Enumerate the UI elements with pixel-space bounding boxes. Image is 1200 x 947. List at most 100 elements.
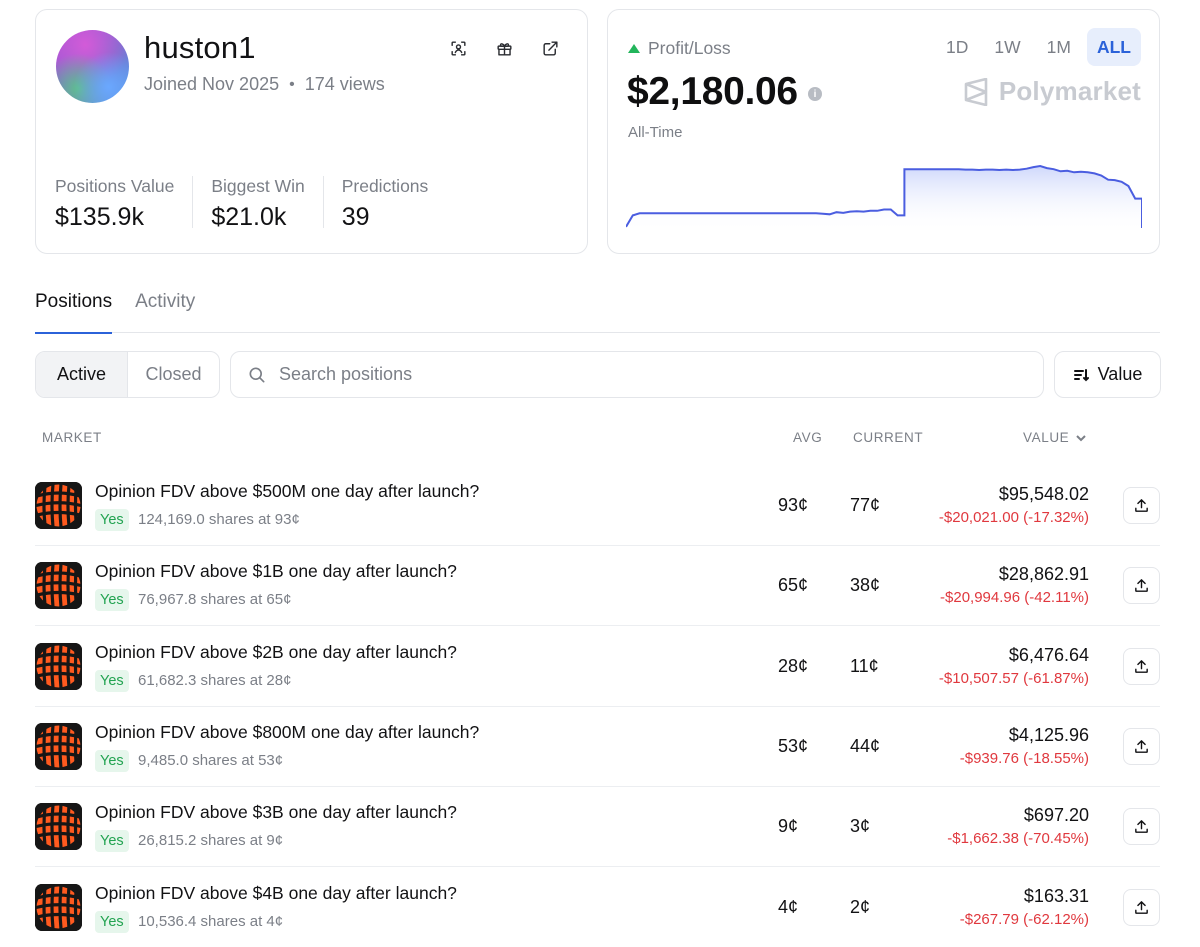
share-button[interactable] bbox=[1123, 808, 1160, 846]
position-change: -$20,021.00 (-17.32%) bbox=[938, 509, 1089, 526]
range-1d[interactable]: 1D bbox=[946, 36, 969, 57]
position-value: $697.20 bbox=[1023, 805, 1089, 826]
stat-value: $21.0k bbox=[211, 203, 287, 231]
position-value: $163.31 bbox=[1023, 885, 1089, 906]
table-row[interactable]: Opinion FDV above $4B one day after laun… bbox=[35, 868, 1160, 947]
opinion-logo-icon bbox=[35, 722, 82, 770]
pnl-value: $2,180.06 i bbox=[627, 70, 822, 114]
table-row[interactable]: Opinion FDV above $500M one day after la… bbox=[35, 466, 1160, 546]
current-price: 77¢ bbox=[850, 495, 881, 515]
shares-info: 76,967.8 shares at 65¢ bbox=[138, 591, 292, 609]
outcome-badge: Yes bbox=[95, 589, 129, 612]
shares-info: 124,169.0 shares at 93¢ bbox=[138, 511, 300, 528]
tab-positions[interactable]: Positions bbox=[35, 285, 113, 334]
chevron-down-icon bbox=[1076, 434, 1086, 441]
current-price: 3¢ bbox=[850, 816, 871, 837]
share-icon bbox=[1135, 820, 1148, 834]
search-box[interactable] bbox=[230, 351, 1044, 398]
view-count: 174 views bbox=[304, 74, 385, 94]
info-icon[interactable]: i bbox=[807, 87, 822, 101]
position-change: -$10,507.57 (-61.87%) bbox=[938, 669, 1089, 687]
share-icon bbox=[1135, 740, 1148, 753]
position-value: $95,548.02 bbox=[998, 484, 1089, 504]
stat-positions-value: Positions Value $135.9k bbox=[55, 176, 194, 231]
stat-value: 39 bbox=[341, 203, 370, 231]
share-button[interactable] bbox=[1123, 567, 1160, 605]
position-value: $28,862.91 bbox=[998, 564, 1089, 585]
shares-info: 10,536.4 shares at 4¢ bbox=[138, 912, 284, 930]
shares-info: 26,815.2 shares at 9¢ bbox=[138, 832, 284, 850]
avg-price: 53¢ bbox=[778, 735, 809, 756]
market-title[interactable]: Opinion FDV above $3B one day after laun… bbox=[95, 802, 457, 823]
column-header-current: CURRENT bbox=[853, 430, 924, 445]
outcome-badge: Yes bbox=[95, 749, 129, 772]
current-price: 11¢ bbox=[850, 655, 879, 676]
opinion-logo-icon bbox=[35, 883, 82, 931]
avg-price: 4¢ bbox=[778, 896, 799, 917]
pnl-label-text: Profit/Loss bbox=[648, 38, 731, 58]
stat-biggest-win: Biggest Win $21.0k bbox=[211, 176, 324, 231]
gift-icon[interactable] bbox=[492, 36, 516, 60]
market-title[interactable]: Opinion FDV above $800M one day after la… bbox=[95, 721, 480, 742]
share-button[interactable] bbox=[1123, 727, 1160, 765]
opinion-logo-icon bbox=[35, 482, 82, 529]
share-button[interactable] bbox=[1123, 487, 1160, 524]
profile-card: huston1 Joined Nov 2025 • 174 views Posi… bbox=[35, 9, 588, 254]
stat-predictions: Predictions 39 bbox=[342, 176, 447, 231]
outcome-badge: Yes bbox=[95, 910, 129, 933]
sort-label: Value bbox=[1097, 364, 1143, 384]
current-price: 44¢ bbox=[850, 735, 881, 756]
avg-price: 9¢ bbox=[778, 816, 799, 837]
market-title[interactable]: Opinion FDV above $500M one day after la… bbox=[95, 481, 480, 501]
avg-price: 93¢ bbox=[778, 495, 809, 515]
shares-info: 9,485.0 shares at 53¢ bbox=[138, 751, 284, 769]
table-row[interactable]: Opinion FDV above $800M one day after la… bbox=[35, 707, 1160, 787]
sort-button[interactable]: Value bbox=[1054, 351, 1161, 398]
segment-closed[interactable]: Closed bbox=[145, 364, 202, 384]
share-icon bbox=[1135, 499, 1148, 512]
opinion-logo-icon bbox=[35, 562, 82, 610]
pnl-card: Profit/Loss $2,180.06 i All-Time 1D 1W 1… bbox=[607, 9, 1160, 254]
share-button[interactable] bbox=[1123, 888, 1160, 926]
position-change: -$20,994.96 (-42.11%) bbox=[940, 589, 1089, 607]
shares-info: 61,682.3 shares at 28¢ bbox=[138, 671, 292, 689]
position-change: -$267.79 (-62.12%) bbox=[959, 910, 1089, 928]
position-value: $6,476.64 bbox=[1008, 644, 1089, 665]
polymarket-brand: Polymarket bbox=[963, 76, 1141, 107]
opinion-logo-icon bbox=[35, 642, 82, 690]
market-title[interactable]: Opinion FDV above $4B one day after laun… bbox=[95, 882, 457, 903]
range-1m[interactable]: 1M bbox=[1046, 36, 1071, 57]
external-link-icon[interactable] bbox=[538, 36, 562, 60]
table-row[interactable]: Opinion FDV above $1B one day after laun… bbox=[35, 546, 1160, 627]
column-header-avg: AVG bbox=[793, 430, 823, 445]
range-all[interactable]: ALL bbox=[1086, 28, 1141, 66]
segment-active[interactable]: Active bbox=[36, 352, 128, 397]
stat-value: $135.9k bbox=[55, 203, 144, 231]
trend-up-icon bbox=[628, 44, 640, 53]
brand-name: Polymarket bbox=[998, 76, 1141, 106]
search-input[interactable] bbox=[279, 364, 979, 385]
table-row[interactable]: Opinion FDV above $3B one day after laun… bbox=[35, 787, 1160, 868]
pnl-chart bbox=[626, 164, 1142, 232]
market-title[interactable]: Opinion FDV above $2B one day after laun… bbox=[95, 641, 457, 662]
scan-face-icon[interactable] bbox=[446, 36, 470, 60]
column-header-value-label: VALUE bbox=[1023, 430, 1070, 445]
market-title[interactable]: Opinion FDV above $1B one day after laun… bbox=[95, 561, 457, 582]
pnl-period: All-Time bbox=[628, 124, 683, 141]
share-button[interactable] bbox=[1123, 647, 1160, 685]
pnl-area bbox=[626, 166, 1142, 232]
polymarket-logo-icon bbox=[964, 77, 988, 106]
current-price: 2¢ bbox=[850, 896, 871, 917]
tab-activity[interactable]: Activity bbox=[135, 291, 196, 312]
column-header-value[interactable]: VALUE bbox=[1023, 430, 1087, 445]
profile-stats: Positions Value $135.9k Biggest Win $21.… bbox=[55, 176, 464, 231]
pnl-amount: $2,180.06 bbox=[627, 70, 798, 113]
share-icon bbox=[1135, 579, 1148, 593]
avatar[interactable] bbox=[56, 30, 129, 103]
range-selector: 1D 1W 1M ALL bbox=[936, 28, 1141, 66]
table-row[interactable]: Opinion FDV above $2B one day after laun… bbox=[35, 627, 1160, 707]
share-icon bbox=[1135, 659, 1148, 673]
range-1w[interactable]: 1W bbox=[994, 36, 1021, 57]
tab-bar: Positions Activity bbox=[35, 285, 1160, 334]
profile-meta: Joined Nov 2025 • 174 views bbox=[144, 74, 385, 95]
